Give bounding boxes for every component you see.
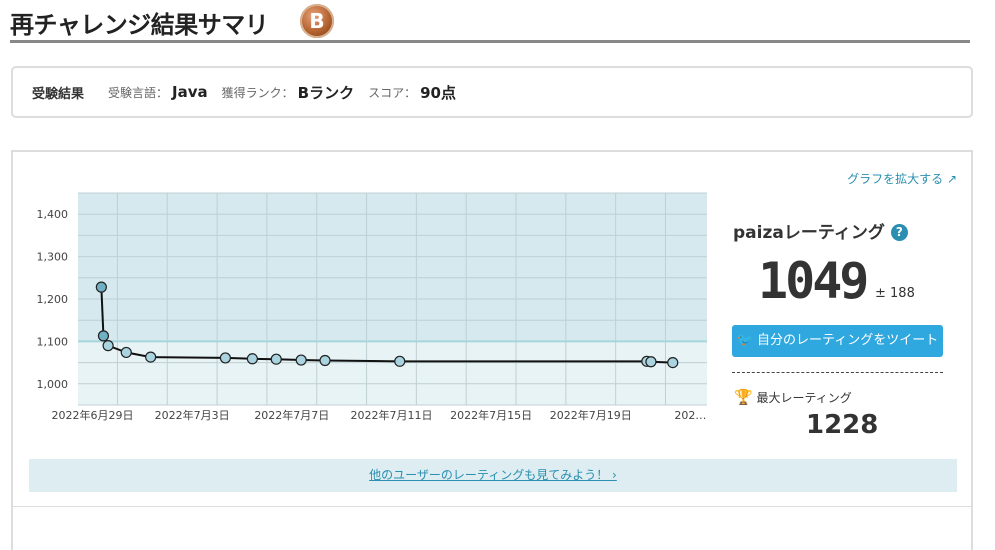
data-point (102, 340, 114, 352)
data-point (95, 281, 107, 293)
rating-title: paizaレーティング? (733, 218, 908, 243)
twitter-icon: 🐦 (736, 333, 753, 348)
rating-title-text: paizaレーティング (733, 223, 885, 243)
result-heading: 受験結果 (32, 86, 85, 102)
expand-graph-link[interactable]: グラフを拡大する ↗ (847, 170, 957, 187)
dashed-divider (732, 372, 943, 373)
data-point (145, 351, 157, 363)
x-tick-label: 202… (674, 409, 706, 422)
help-icon[interactable]: ? (890, 224, 908, 241)
data-point (120, 346, 132, 359)
external-link-icon: ↗ (946, 172, 957, 186)
x-tick-label: 2022年7月11日 (350, 408, 432, 422)
x-tick-label: 2022年6月29日 (52, 408, 134, 422)
tweet-rating-button[interactable]: 🐦 自分のレーティングをツイート (732, 325, 943, 357)
rating-value: 1049 (758, 252, 869, 310)
x-tick-label: 2022年7月19日 (550, 408, 632, 422)
score-value: 90点 (420, 83, 456, 102)
rank-label: 獲得ランク： (221, 85, 294, 100)
trophy-icon: 🏆 (734, 388, 753, 406)
tweet-label: 自分のレーティングをツイート (757, 333, 939, 348)
upper-band (78, 193, 707, 342)
language-label: 受験言語： (108, 85, 169, 100)
data-point (270, 353, 282, 365)
page-title: 再チャレンジ結果サマリ (10, 11, 269, 39)
data-point (246, 353, 258, 365)
others-rating-link[interactable]: 他のユーザーのレーティングも見てみよう！ › (29, 459, 957, 492)
expand-graph-label: グラフを拡大する (847, 172, 944, 186)
rating-deviation: ± 188 (875, 286, 915, 301)
max-rating-label: 🏆 最大レーティング (734, 388, 852, 406)
language-value: Java (172, 83, 208, 101)
rank-badge-icon: B (300, 4, 334, 38)
data-point (667, 357, 679, 369)
x-tick-label: 2022年7月7日 (254, 408, 329, 422)
data-point (394, 355, 406, 367)
data-point (645, 356, 657, 368)
y-tick-label: 1,400 (37, 208, 69, 221)
max-rating-value: 1228 (806, 410, 879, 440)
y-tick-label: 1,300 (37, 251, 69, 264)
data-point (295, 354, 307, 366)
y-tick-label: 1,200 (37, 293, 69, 306)
title-divider (10, 40, 970, 43)
rating-panel: グラフを拡大する ↗ 1,000 1,100 1,200 1,300 1,400 2022… (11, 150, 973, 550)
lower-band (78, 341, 707, 405)
data-point (219, 352, 231, 364)
data-point (319, 354, 331, 367)
x-tick-label: 2022年7月3日 (155, 408, 230, 422)
result-summary: 受験結果 受験言語： Java 獲得ランク： Bランク スコア： 90点 (11, 66, 973, 118)
x-tick-label: 2022年7月15日 (450, 408, 532, 422)
score-label: スコア： (368, 85, 417, 100)
rank-value: Bランク (297, 83, 355, 102)
data-point (97, 330, 110, 342)
panel-divider (13, 506, 971, 507)
max-rating-text: 最大レーティング (756, 391, 852, 405)
y-tick-label: 1,000 (37, 378, 69, 391)
rating-chart: 1,000 1,100 1,200 1,300 1,400 2022年6月29日 2022年… (37, 192, 707, 422)
y-tick-label: 1,100 (37, 335, 69, 348)
